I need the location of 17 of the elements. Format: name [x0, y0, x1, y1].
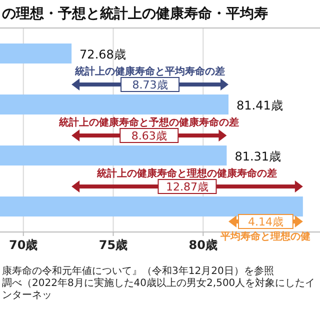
text: 調べ（2022年8月に実施した40歳以上の男女2,500人を対象にしたインターネッ	[2, 278, 316, 302]
annotation: 4.14歳	[248, 216, 284, 228]
chart-title: の理想・予想と統計上の健康寿命・平均寿	[2, 5, 268, 22]
annotation: 平均寿命と理想の健	[220, 230, 311, 242]
annotation: 統計上の健康寿命と理想の健康寿命の差	[96, 168, 278, 180]
annotation: 8.73歳	[132, 78, 168, 92]
data-label: 72.68歳	[80, 48, 126, 62]
x-tick-label: 75歳	[98, 238, 128, 252]
annotation: 統計上の健康寿命と平均寿命の差	[74, 66, 226, 78]
text: 康寿命の令和元年値について』（令和3年12月20日）を参照	[2, 266, 275, 278]
data-label: 81.41歳	[236, 98, 283, 112]
annotation: 統計上の健康寿命と予想の健康寿命の差	[58, 116, 240, 128]
x-tick-label: 80歳	[188, 238, 218, 252]
annotation: 8.63歳	[131, 130, 167, 142]
annotation: 12.87歳	[166, 180, 208, 194]
x-tick-label: 70歳	[9, 238, 38, 252]
data-label: 81.31歳	[234, 150, 282, 164]
